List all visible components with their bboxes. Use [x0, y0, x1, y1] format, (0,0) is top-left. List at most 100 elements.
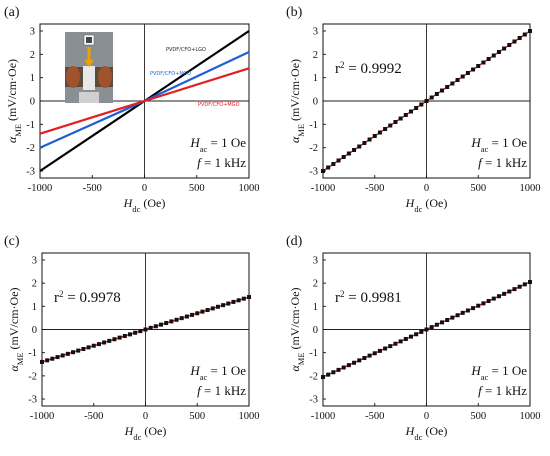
y-tick-label: -3 — [26, 167, 35, 178]
data-point — [331, 370, 336, 375]
data-point — [336, 367, 341, 372]
y-tick-label: -2 — [309, 143, 318, 154]
data-point — [440, 320, 445, 325]
photo-sample-holder — [83, 66, 95, 90]
panel-label: (a) — [4, 5, 20, 20]
y-tick-label: -3 — [309, 395, 318, 406]
data-point — [419, 329, 424, 334]
data-point — [336, 158, 341, 163]
data-point — [247, 295, 251, 300]
data-point — [210, 306, 215, 311]
data-point — [465, 308, 470, 313]
data-point — [486, 298, 491, 303]
data-point — [388, 123, 393, 128]
data-point — [408, 109, 413, 114]
data-point — [326, 372, 331, 377]
data-point — [481, 60, 486, 65]
x-tick-label: 0 — [424, 183, 429, 194]
y-tick-label: 0 — [313, 97, 318, 108]
data-point — [321, 169, 325, 173]
x-tick-label: 500 — [189, 183, 205, 194]
data-point — [86, 345, 91, 350]
data-point — [471, 306, 476, 311]
data-point — [76, 348, 81, 353]
data-point — [241, 296, 246, 301]
y-tick-label: -2 — [26, 143, 35, 154]
x-tick-label: -500 — [83, 183, 102, 194]
series-line-3 — [39, 67, 250, 135]
x-tick-label: 1000 — [520, 411, 541, 422]
x-tick-label: 0 — [424, 411, 429, 422]
y-tick-label: 3 — [30, 27, 35, 38]
data-point — [367, 137, 372, 142]
data-point — [200, 309, 205, 314]
data-point — [55, 355, 60, 360]
x-tick-label: -1000 — [30, 411, 55, 422]
x-axis-label: Hdc (Oe) — [405, 196, 448, 214]
annotation-frequency: f = 1 kHz — [478, 155, 527, 170]
data-point — [517, 36, 522, 40]
data-point — [352, 360, 357, 365]
y-tick-label: 1 — [313, 302, 318, 313]
x-axis-label: Hdc (Oe) — [123, 196, 166, 214]
data-point — [455, 313, 460, 318]
annotation-frequency: f = 1 kHz — [478, 383, 527, 398]
data-point — [512, 287, 517, 292]
panel-label: (d) — [286, 234, 303, 249]
data-point — [408, 334, 413, 339]
data-point — [71, 350, 76, 355]
data-point — [476, 64, 481, 68]
x-tick-label: 1000 — [239, 183, 260, 194]
data-point — [455, 78, 460, 82]
y-tick-label: -1 — [309, 120, 318, 131]
data-point — [102, 340, 107, 345]
y-tick-label: 0 — [313, 325, 318, 336]
data-point — [40, 359, 44, 364]
data-point — [377, 348, 382, 353]
panel-label: (b) — [286, 5, 303, 20]
data-point — [383, 127, 388, 131]
data-point — [528, 29, 532, 33]
data-point — [127, 332, 132, 337]
annotation-frequency: f = 1 kHz — [197, 383, 246, 398]
data-point — [414, 106, 419, 110]
data-point — [517, 284, 522, 289]
y-tick-label: 2 — [30, 50, 35, 61]
y-axis-label: αME (mV/cm·Oe) — [288, 287, 306, 371]
x-tick-label: 0 — [143, 411, 148, 422]
annotation-hac: Hac = 1 Oe — [470, 135, 527, 154]
data-point — [45, 358, 50, 363]
y-tick-label: -1 — [26, 120, 35, 131]
data-point — [383, 346, 388, 351]
data-point — [377, 130, 382, 135]
data-point — [496, 294, 501, 299]
series-label-1: PVDF/CFO+LGO — [166, 47, 206, 53]
data-point — [424, 99, 429, 103]
data-point — [226, 301, 231, 306]
data-point — [434, 322, 439, 327]
data-point — [393, 341, 398, 346]
data-point — [236, 298, 241, 303]
y-tick-label: -3 — [28, 395, 37, 406]
data-point — [424, 327, 429, 332]
data-point — [352, 148, 357, 152]
r-squared-label: r2 = 0.9992 — [335, 60, 402, 77]
data-point — [215, 304, 220, 309]
data-point — [133, 330, 138, 335]
data-point — [476, 303, 481, 308]
r-squared-label: r2 = 0.9978 — [54, 289, 121, 306]
y-tick-label: 2 — [313, 50, 318, 61]
y-tick-label: 3 — [32, 255, 37, 266]
x-axis-label: Hdc (Oe) — [405, 424, 448, 442]
data-point — [429, 325, 434, 330]
data-point — [138, 329, 143, 334]
data-point — [81, 346, 86, 351]
data-point — [460, 310, 465, 315]
y-tick-label: 1 — [32, 302, 37, 313]
y-tick-label: 0 — [30, 97, 35, 108]
data-point — [502, 46, 507, 51]
data-point — [507, 289, 512, 294]
data-point — [496, 50, 501, 54]
y-tick-label: -2 — [28, 371, 37, 382]
